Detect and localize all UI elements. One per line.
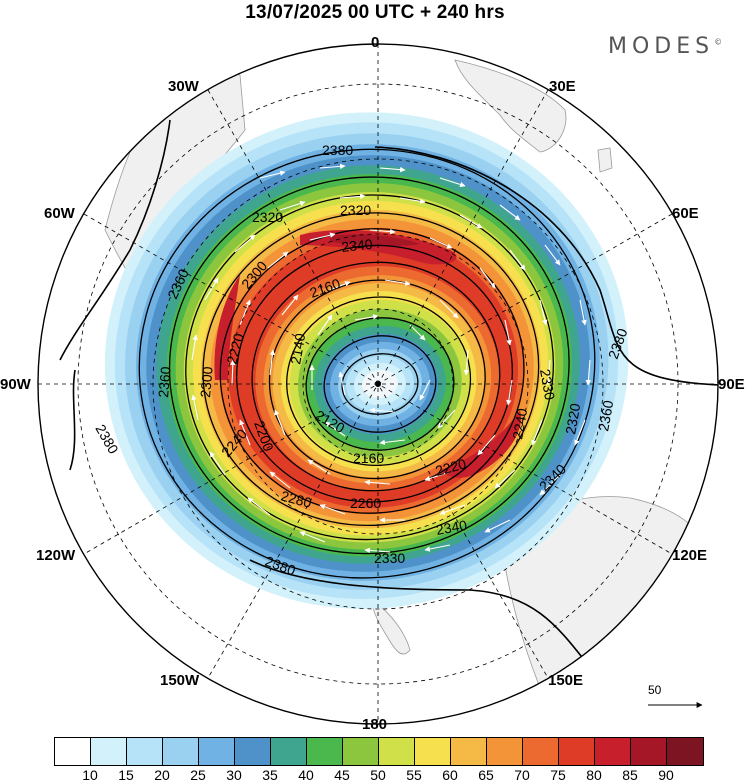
lon-label-180: 180 bbox=[362, 716, 388, 733]
colorbar-swatch bbox=[163, 738, 199, 765]
colorbar-swatch bbox=[631, 738, 667, 765]
lon-label-90e: 90E bbox=[718, 376, 745, 393]
lon-label-30e: 30E bbox=[549, 78, 576, 95]
colorbar-tick-label: 75 bbox=[550, 767, 566, 783]
colorbar-swatch bbox=[55, 738, 91, 765]
colorbar-swatch bbox=[127, 738, 163, 765]
lon-label-90w: 90W bbox=[0, 376, 31, 393]
lon-label-150w: 150W bbox=[160, 672, 200, 689]
colorbar-tick-label: 55 bbox=[406, 767, 422, 783]
colorbar-swatch bbox=[559, 738, 595, 765]
contour-label: 2320 bbox=[252, 209, 283, 225]
contour-label: 2330 bbox=[374, 550, 405, 566]
colorbar-tick-label: 15 bbox=[118, 767, 134, 783]
lon-label-120e: 120E bbox=[672, 547, 708, 564]
lon-label-120w: 120W bbox=[36, 547, 76, 564]
brand-name: MODES bbox=[608, 34, 715, 59]
colorbar-swatch bbox=[307, 738, 343, 765]
colorbar-tick-label: 90 bbox=[658, 767, 674, 783]
contour-label: 2320 bbox=[562, 402, 583, 436]
contour-label: 2160 bbox=[353, 450, 384, 466]
contour-label: 2300 bbox=[197, 366, 216, 399]
colorbar-tick-label: 50 bbox=[370, 767, 386, 783]
reference-vector-label: 50 bbox=[648, 683, 662, 697]
colorbar-ticks: 10 15 20 25 30 35 40 45 50 55 60 65 70 75 80 85 90 bbox=[54, 767, 704, 783]
contour-label: 2140 bbox=[287, 332, 308, 366]
contour-label: 2220 bbox=[434, 455, 468, 479]
lon-label-30w: 30W bbox=[168, 78, 199, 95]
land-new-zealand bbox=[371, 599, 411, 655]
colorbar-swatch bbox=[199, 738, 235, 765]
colorbar-swatch bbox=[235, 738, 271, 765]
colorbar-tick-label: 30 bbox=[226, 767, 242, 783]
colorbar-tick-label: 35 bbox=[262, 767, 278, 783]
lon-label-150e: 150E bbox=[548, 672, 584, 689]
south-pole-marker bbox=[375, 381, 381, 387]
colorbar-swatch bbox=[595, 738, 631, 765]
land-africa bbox=[454, 59, 567, 153]
map-boundary bbox=[37, 43, 719, 725]
colorbar-tick-label: 10 bbox=[82, 767, 98, 783]
contour-label: 2330 bbox=[537, 368, 558, 402]
land-madagascar bbox=[597, 147, 613, 173]
brand-logo: MODES© bbox=[608, 34, 722, 59]
colorbar-tick-label: 45 bbox=[334, 767, 350, 783]
colorbar-tick-label: 25 bbox=[190, 767, 206, 783]
colorbar-tick-label: 60 bbox=[442, 767, 458, 783]
colorbar-swatch bbox=[451, 738, 487, 765]
brand-mark: © bbox=[714, 37, 723, 47]
contour-label: 2340 bbox=[341, 236, 374, 255]
colorbar-swatch bbox=[667, 738, 703, 765]
colorbar-swatch bbox=[271, 738, 307, 765]
colorbar-tick-label: 20 bbox=[154, 767, 170, 783]
colorbar-swatch bbox=[523, 738, 559, 765]
contour-label: 2380 bbox=[322, 142, 353, 158]
contour-label: 2220 bbox=[223, 331, 247, 365]
contour-label: 2360 bbox=[595, 399, 616, 433]
contour-label: 2260 bbox=[350, 495, 381, 511]
colorbar-swatch bbox=[487, 738, 523, 765]
colorbar bbox=[54, 737, 704, 766]
height-contours bbox=[59, 119, 718, 681]
colorbar-tick-label: 40 bbox=[298, 767, 314, 783]
lon-label-60e: 60E bbox=[672, 205, 699, 222]
colorbar-swatch bbox=[343, 738, 379, 765]
contour-label: 2320 bbox=[340, 202, 371, 218]
colorbar-tick-label: 85 bbox=[622, 767, 638, 783]
contour-label: 2360 bbox=[155, 366, 174, 399]
colorbar-tick-label: 65 bbox=[478, 767, 494, 783]
colorbar-swatch bbox=[379, 738, 415, 765]
colorbar-tick-label: 70 bbox=[514, 767, 530, 783]
colorbar-swatch bbox=[415, 738, 451, 765]
contour-label: 2340 bbox=[435, 517, 469, 538]
height-contour-rings bbox=[138, 148, 596, 579]
lon-label-60w: 60W bbox=[44, 205, 75, 222]
map-title: 13/07/2025 00 UTC + 240 hrs bbox=[245, 2, 505, 23]
contour-label: 2240 bbox=[509, 407, 530, 441]
colorbar-swatch bbox=[91, 738, 127, 765]
wind-streamlines bbox=[191, 163, 592, 554]
contour-label: 2280 bbox=[279, 487, 313, 511]
colorbar-tick-label: 80 bbox=[586, 767, 602, 783]
lon-label-0: 0 bbox=[371, 34, 380, 51]
